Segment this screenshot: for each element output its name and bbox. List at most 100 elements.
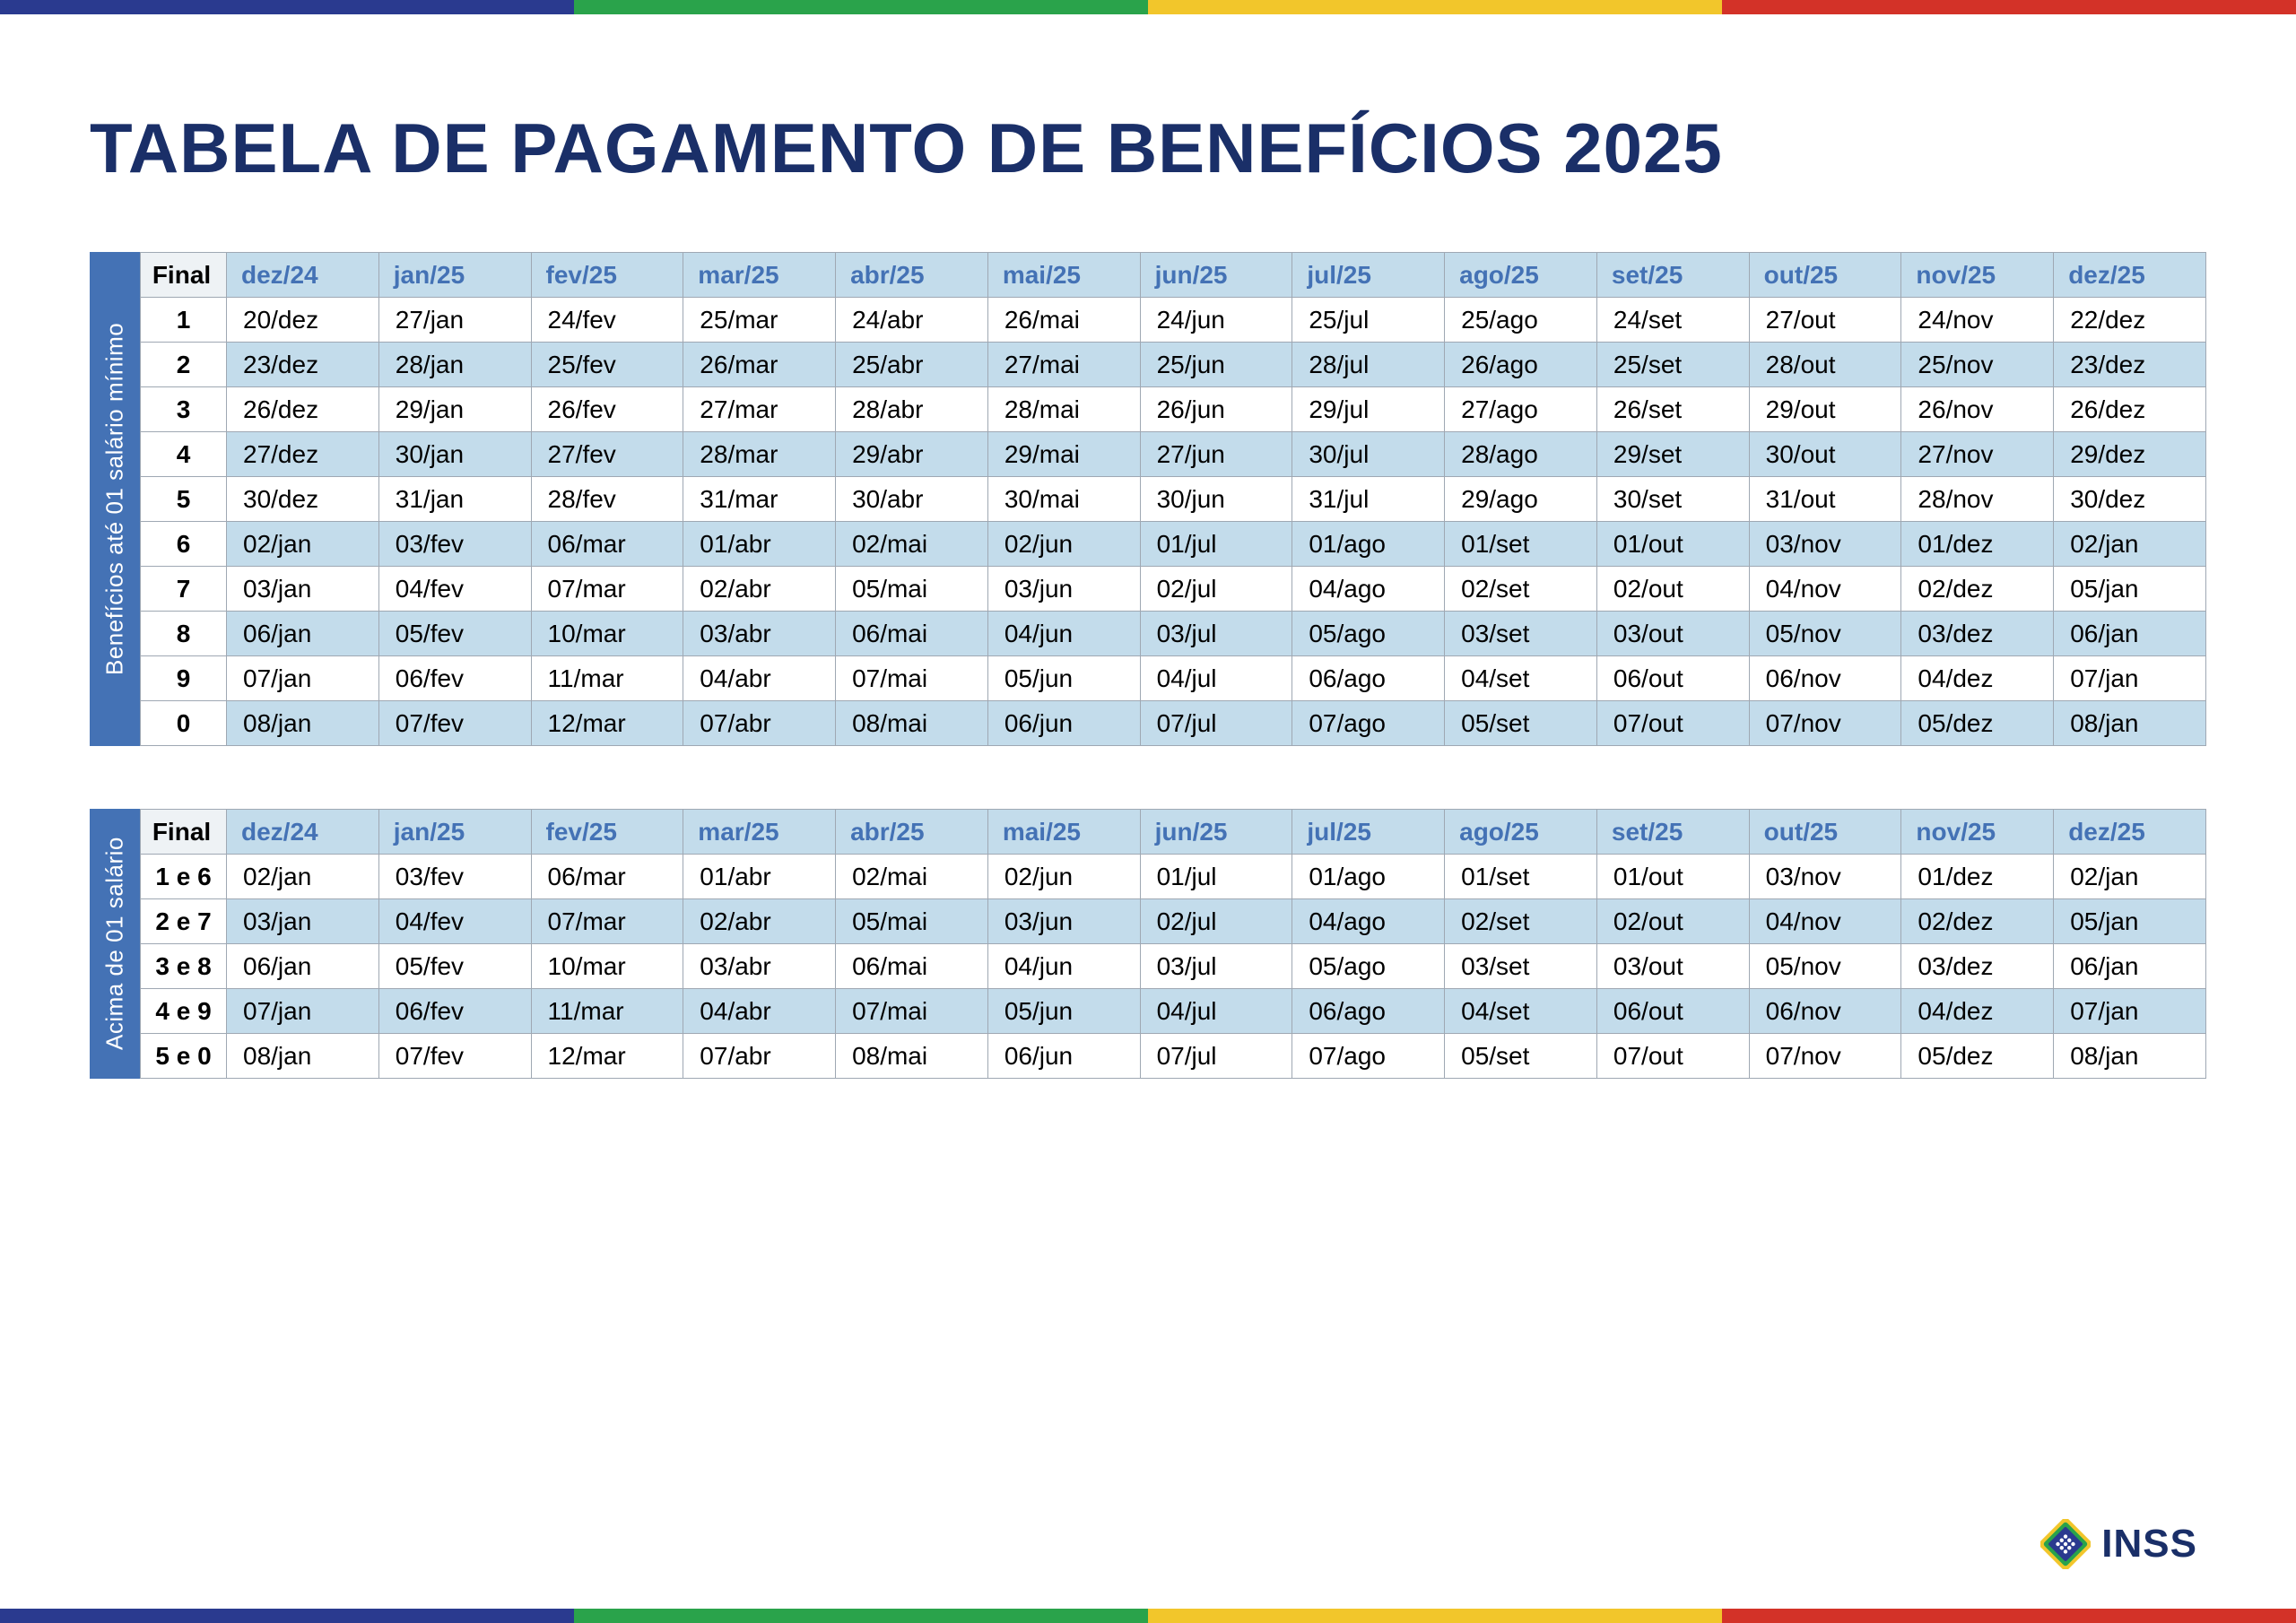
date-cell: 04/fev — [378, 567, 531, 612]
table-row: 5 e 008/jan07/fev12/mar07/abr08/mai06/ju… — [141, 1034, 2206, 1079]
date-cell: 01/out — [1596, 855, 1749, 899]
date-cell: 05/set — [1445, 1034, 1597, 1079]
table-row: 120/dez27/jan24/fev25/mar24/abr26/mai24/… — [141, 298, 2206, 343]
table-row: 907/jan06/fev11/mar04/abr07/mai05/jun04/… — [141, 656, 2206, 701]
month-header-cell: dez/25 — [2054, 253, 2206, 298]
inss-logo-text: INSS — [2101, 1522, 2197, 1567]
date-cell: 07/ago — [1292, 701, 1445, 746]
date-cell: 25/mar — [683, 298, 836, 343]
date-cell: 02/jul — [1140, 899, 1292, 944]
date-cell: 25/ago — [1445, 298, 1597, 343]
stripe-segment — [1148, 1609, 1722, 1623]
date-cell: 05/fev — [378, 944, 531, 989]
date-cell: 03/jan — [227, 567, 379, 612]
date-cell: 27/dez — [227, 432, 379, 477]
date-cell: 07/jul — [1140, 1034, 1292, 1079]
date-cell: 27/mar — [683, 387, 836, 432]
date-cell: 30/jul — [1292, 432, 1445, 477]
date-cell: 24/abr — [836, 298, 988, 343]
date-cell: 03/jan — [227, 899, 379, 944]
month-header-cell: nov/25 — [1901, 253, 2054, 298]
date-cell: 01/abr — [683, 522, 836, 567]
date-cell: 04/dez — [1901, 656, 2054, 701]
date-cell: 05/dez — [1901, 1034, 2054, 1079]
final-header-cell: Final — [141, 810, 227, 855]
date-cell: 25/nov — [1901, 343, 2054, 387]
month-header-cell: jun/25 — [1140, 810, 1292, 855]
date-cell: 10/mar — [531, 612, 683, 656]
date-cell: 26/fev — [531, 387, 683, 432]
date-cell: 02/out — [1596, 899, 1749, 944]
date-cell: 07/abr — [683, 1034, 836, 1079]
date-cell: 04/jun — [987, 944, 1140, 989]
date-cell: 26/set — [1596, 387, 1749, 432]
table-row: 008/jan07/fev12/mar07/abr08/mai06/jun07/… — [141, 701, 2206, 746]
date-cell: 06/jun — [987, 1034, 1140, 1079]
table-block-1: Benefícios até 01 salário mínimo Finalde… — [90, 252, 2206, 746]
table-body: 1 e 602/jan03/fev06/mar01/abr02/mai02/ju… — [141, 855, 2206, 1079]
date-cell: 03/set — [1445, 944, 1597, 989]
final-cell: 5 — [141, 477, 227, 522]
table-row: 4 e 907/jan06/fev11/mar04/abr07/mai05/ju… — [141, 989, 2206, 1034]
date-cell: 02/abr — [683, 567, 836, 612]
date-cell: 25/fev — [531, 343, 683, 387]
date-cell: 01/ago — [1292, 855, 1445, 899]
date-cell: 25/set — [1596, 343, 1749, 387]
date-cell: 01/set — [1445, 522, 1597, 567]
date-cell: 02/jul — [1140, 567, 1292, 612]
month-header-cell: dez/24 — [227, 253, 379, 298]
date-cell: 04/jul — [1140, 989, 1292, 1034]
date-cell: 03/jul — [1140, 612, 1292, 656]
date-cell: 01/abr — [683, 855, 836, 899]
side-label-2: Acima de 01 salário — [90, 809, 140, 1079]
date-cell: 22/dez — [2054, 298, 2206, 343]
month-header-cell: mar/25 — [683, 253, 836, 298]
date-cell: 25/jun — [1140, 343, 1292, 387]
date-cell: 10/mar — [531, 944, 683, 989]
date-cell: 07/nov — [1749, 1034, 1901, 1079]
date-cell: 04/ago — [1292, 567, 1445, 612]
date-cell: 30/jun — [1140, 477, 1292, 522]
table-row: 223/dez28/jan25/fev26/mar25/abr27/mai25/… — [141, 343, 2206, 387]
table-row: 326/dez29/jan26/fev27/mar28/abr28/mai26/… — [141, 387, 2206, 432]
date-cell: 07/jul — [1140, 701, 1292, 746]
stripe-segment — [1722, 0, 2296, 14]
date-cell: 05/jan — [2054, 567, 2206, 612]
final-cell: 8 — [141, 612, 227, 656]
table-row: 703/jan04/fev07/mar02/abr05/mai03/jun02/… — [141, 567, 2206, 612]
date-cell: 05/jan — [2054, 899, 2206, 944]
date-cell: 27/mai — [987, 343, 1140, 387]
date-cell: 05/jun — [987, 656, 1140, 701]
date-cell: 27/out — [1749, 298, 1901, 343]
date-cell: 02/jun — [987, 855, 1140, 899]
date-cell: 26/jun — [1140, 387, 1292, 432]
date-cell: 01/out — [1596, 522, 1749, 567]
date-cell: 08/mai — [836, 701, 988, 746]
date-cell: 04/set — [1445, 656, 1597, 701]
final-cell: 2 — [141, 343, 227, 387]
date-cell: 08/jan — [227, 701, 379, 746]
month-header-cell: jul/25 — [1292, 253, 1445, 298]
date-cell: 05/nov — [1749, 612, 1901, 656]
date-cell: 07/mar — [531, 899, 683, 944]
final-cell: 6 — [141, 522, 227, 567]
date-cell: 05/mai — [836, 899, 988, 944]
date-cell: 07/out — [1596, 701, 1749, 746]
date-cell: 02/abr — [683, 899, 836, 944]
date-cell: 04/jun — [987, 612, 1140, 656]
month-header-cell: abr/25 — [836, 810, 988, 855]
month-header-cell: mai/25 — [987, 810, 1140, 855]
date-cell: 28/jan — [378, 343, 531, 387]
table-block-2: Acima de 01 salário Finaldez/24jan/25fev… — [90, 809, 2206, 1079]
bottom-stripe — [0, 1609, 2296, 1623]
table-header-row: Finaldez/24jan/25fev/25mar/25abr/25mai/2… — [141, 810, 2206, 855]
side-label-1: Benefícios até 01 salário mínimo — [90, 252, 140, 746]
date-cell: 11/mar — [531, 989, 683, 1034]
date-cell: 03/dez — [1901, 612, 2054, 656]
date-cell: 06/fev — [378, 656, 531, 701]
date-cell: 06/nov — [1749, 656, 1901, 701]
date-cell: 05/jun — [987, 989, 1140, 1034]
month-header-cell: mai/25 — [987, 253, 1140, 298]
date-cell: 27/fev — [531, 432, 683, 477]
final-cell: 9 — [141, 656, 227, 701]
